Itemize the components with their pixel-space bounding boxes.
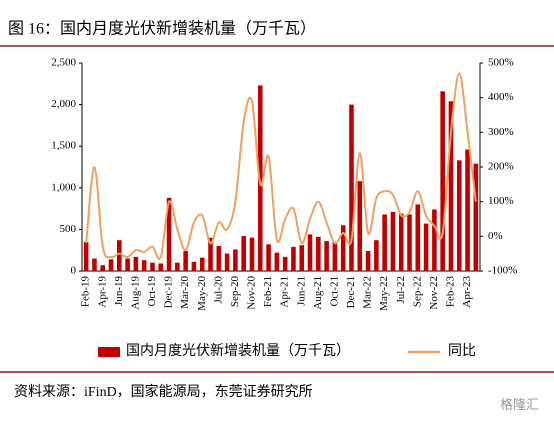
x-tick-label: May-22 xyxy=(378,276,390,311)
y-tick-label: 1,000 xyxy=(51,181,76,193)
bar xyxy=(100,265,106,271)
x-tick-label: Feb-21 xyxy=(262,276,274,307)
bar xyxy=(456,160,462,271)
x-tick-label: Apr-23 xyxy=(461,276,473,308)
y2-tick-label: 400% xyxy=(488,91,514,103)
bar xyxy=(183,251,188,271)
bar xyxy=(332,241,338,271)
bar xyxy=(299,245,305,271)
x-tick-label: Nov-20 xyxy=(246,276,258,310)
y2-tick-label: 200% xyxy=(488,161,514,173)
x-tick-label: Aug-21 xyxy=(312,276,324,310)
y2-tick-label: -100% xyxy=(488,265,517,277)
bar xyxy=(191,261,197,271)
x-tick-label: Aug-19 xyxy=(129,276,141,310)
bar xyxy=(415,204,421,271)
bar xyxy=(83,241,89,271)
y-tick-label: 2,000 xyxy=(51,98,76,110)
bar xyxy=(150,262,155,271)
x-tick-label: Feb-19 xyxy=(80,276,92,308)
bar xyxy=(216,246,222,271)
bar xyxy=(133,256,139,271)
bar xyxy=(274,252,280,271)
x-tick-label: Mar-22 xyxy=(362,276,374,309)
bar xyxy=(340,225,346,271)
watermark: 格隆汇 xyxy=(500,397,539,412)
x-tick-label: Mar-20 xyxy=(179,276,191,309)
line xyxy=(85,72,477,260)
x-tick-label: Oct-21 xyxy=(328,276,340,307)
bar xyxy=(208,237,213,271)
legend-label: 国内月度光伏新增装机量（万千瓦） xyxy=(126,343,350,359)
bar xyxy=(175,262,180,271)
legend-swatch xyxy=(98,347,120,357)
y-tick-label: 500 xyxy=(60,223,77,235)
bar xyxy=(108,259,114,271)
bar xyxy=(440,91,445,272)
bar xyxy=(423,223,429,271)
chart-title: 图 16：国内月度光伏新增装机量（万千瓦） xyxy=(8,20,316,38)
bar xyxy=(141,260,147,271)
legend-label: 同比 xyxy=(448,343,476,359)
bar xyxy=(465,149,470,271)
bar xyxy=(382,214,387,271)
bar xyxy=(158,263,164,271)
bar xyxy=(349,104,354,271)
bar xyxy=(224,253,230,271)
source: 资料来源：iFinD，国家能源局，东莞证券研究所 xyxy=(14,383,313,400)
bar xyxy=(398,213,404,271)
x-tick-label: Jul-20 xyxy=(212,276,224,304)
bar xyxy=(241,236,246,271)
x-tick-label: Jun-19 xyxy=(113,276,125,306)
x-tick-label: Jul-22 xyxy=(395,276,407,304)
bar xyxy=(448,101,454,271)
bar xyxy=(117,240,122,271)
bar xyxy=(407,214,412,271)
x-tick-label: Dec-21 xyxy=(345,276,357,308)
bar xyxy=(390,211,396,271)
bar xyxy=(365,251,371,271)
bar xyxy=(473,163,479,271)
bar xyxy=(432,209,437,271)
bar xyxy=(92,258,97,271)
x-tick-label: Sep-20 xyxy=(229,276,241,308)
x-tick-label: Oct-19 xyxy=(146,276,158,307)
x-tick-label: Apr-19 xyxy=(96,276,108,308)
x-tick-label: Sep-22 xyxy=(411,276,423,307)
x-tick-label: Feb-23 xyxy=(445,276,457,308)
x-tick-label: May-20 xyxy=(196,276,208,311)
x-tick-label: Dec-19 xyxy=(163,276,175,309)
bar xyxy=(266,244,271,271)
bar xyxy=(316,236,321,271)
bar xyxy=(199,257,205,271)
bar xyxy=(374,240,379,271)
bar xyxy=(125,258,130,271)
bar xyxy=(257,85,263,272)
y2-tick-label: 300% xyxy=(488,126,514,138)
y-tick-label: 0 xyxy=(71,265,77,277)
bar xyxy=(166,197,172,271)
bar xyxy=(282,256,288,271)
bar xyxy=(324,241,329,271)
y-tick-label: 1,500 xyxy=(51,140,76,152)
bar xyxy=(233,249,238,271)
bar xyxy=(291,246,296,271)
bar xyxy=(307,234,313,271)
bar xyxy=(357,181,363,271)
y2-tick-label: 500% xyxy=(488,57,514,69)
y2-tick-label: 0% xyxy=(488,230,503,242)
x-tick-label: Apr-21 xyxy=(279,276,291,308)
bar xyxy=(249,237,255,271)
y2-tick-label: 100% xyxy=(488,195,514,207)
x-tick-label: Nov-22 xyxy=(428,276,440,310)
x-tick-label: Jun-21 xyxy=(295,276,307,306)
y-tick-label: 2,500 xyxy=(51,57,76,69)
